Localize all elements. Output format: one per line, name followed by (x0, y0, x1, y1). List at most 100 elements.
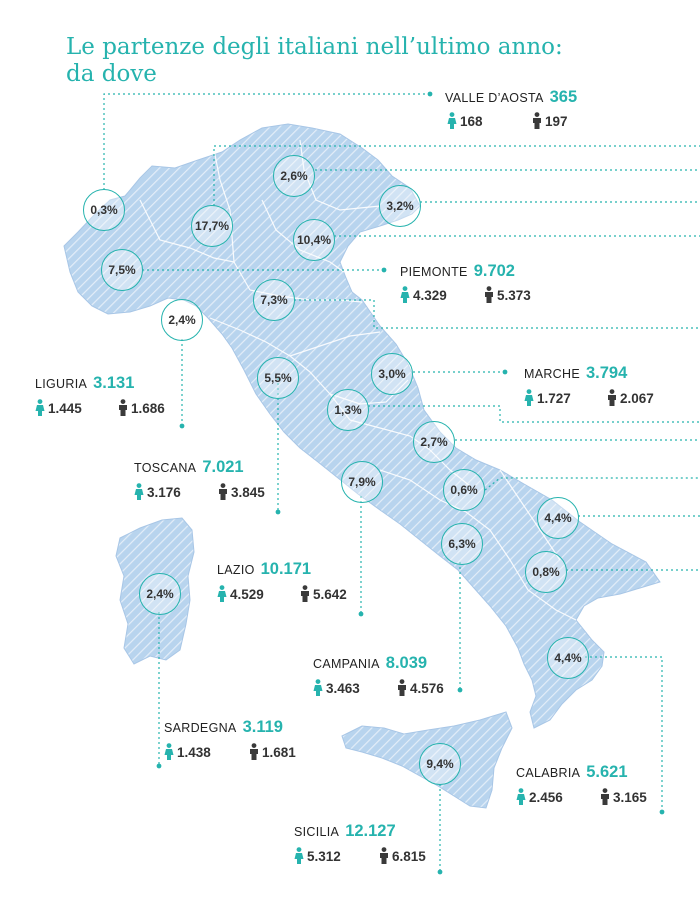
percentage-badge: 7,5% (101, 249, 143, 291)
region-name: CALABRIA (516, 766, 581, 780)
male-person-icon (219, 483, 227, 500)
percentage-badge: 1,3% (327, 389, 369, 431)
percentage-badge: 3,2% (379, 185, 421, 227)
percentage-badge: 9,4% (419, 743, 461, 785)
male-person-icon (608, 389, 616, 406)
male-count-value: 1.686 (131, 401, 165, 416)
percentage-badge: 5,5% (257, 357, 299, 399)
female-count-value: 4.529 (230, 587, 264, 602)
female-count: 5.312 (294, 847, 341, 864)
percentage-badge: 3,0% (371, 353, 413, 395)
male-person-icon (485, 286, 493, 303)
title-line-1: Le partenze degli italiani nell’ultimo a… (66, 34, 563, 60)
female-count: 1.438 (164, 743, 211, 760)
male-count: 5.373 (484, 286, 531, 303)
region-name: SICILIA (294, 825, 340, 839)
female-person-icon (400, 286, 410, 303)
male-count-value: 4.576 (410, 681, 444, 696)
male-count: 3.165 (600, 788, 647, 805)
male-count-value: 2.067 (620, 391, 654, 406)
percentage-badge: 0,8% (525, 551, 567, 593)
male-count: 4.576 (397, 679, 444, 696)
female-count: 4.529 (217, 585, 264, 602)
female-person-icon (447, 112, 457, 129)
mainland-shape (63, 123, 661, 729)
female-count-value: 4.329 (413, 288, 447, 303)
percentage-badge: 6,3% (441, 523, 483, 565)
male-count: 1.686 (118, 399, 165, 416)
region-label: TOSCANA 7.021 (134, 458, 244, 477)
male-person-icon (398, 679, 406, 696)
male-count-value: 197 (545, 114, 568, 129)
male-count-value: 5.642 (313, 587, 347, 602)
male-person-icon (119, 399, 127, 416)
female-count: 4.329 (400, 286, 447, 303)
female-person-icon (35, 399, 45, 416)
female-person-icon (524, 389, 534, 406)
region-name: SARDEGNA (164, 721, 237, 735)
region-name: LAZIO (217, 563, 255, 577)
page-title: Le partenze degli italiani nell’ultimo a… (66, 34, 563, 88)
percentage-badge: 7,9% (341, 461, 383, 503)
percentage-badge: 0,6% (443, 469, 485, 511)
region-label: PIEMONTE 9.702 (400, 262, 515, 281)
female-count-value: 168 (460, 114, 483, 129)
region-total: 8.039 (385, 654, 428, 672)
region-label: CAMPANIA 8.039 (313, 654, 427, 673)
region-name: LIGURIA (35, 377, 88, 391)
male-count: 3.845 (218, 483, 265, 500)
male-count-value: 1.681 (262, 745, 296, 760)
female-count-value: 1.438 (177, 745, 211, 760)
percentage-badge: 0,3% (83, 189, 125, 231)
region-name: CAMPANIA (313, 657, 380, 671)
male-count-value: 3.845 (231, 485, 265, 500)
region-name: TOSCANA (134, 461, 197, 475)
percentage-badge: 2,4% (161, 299, 203, 341)
female-count: 1.727 (524, 389, 571, 406)
female-count: 3.463 (313, 679, 360, 696)
region-total: 7.021 (202, 458, 244, 476)
male-count-value: 6.815 (392, 849, 426, 864)
male-count: 2.067 (607, 389, 654, 406)
female-count: 2.456 (516, 788, 563, 805)
percentage-badge: 4,4% (547, 637, 589, 679)
male-count-value: 3.165 (613, 790, 647, 805)
region-name: PIEMONTE (400, 265, 468, 279)
region-total: 12.127 (345, 822, 396, 840)
male-count: 5.642 (300, 585, 347, 602)
male-person-icon (601, 788, 609, 805)
male-count: 197 (532, 112, 568, 129)
region-label: LIGURIA 3.131 (35, 374, 134, 393)
region-total: 5.621 (586, 763, 628, 781)
region-total: 365 (549, 88, 578, 106)
female-count-value: 1.727 (537, 391, 571, 406)
percentage-badge: 2,6% (273, 155, 315, 197)
female-person-icon (313, 679, 323, 696)
region-total: 3.131 (93, 374, 135, 392)
region-total: 9.702 (473, 262, 515, 280)
percentage-badge: 2,4% (139, 573, 181, 615)
region-label: LAZIO 10.171 (217, 560, 311, 579)
region-total: 3.119 (242, 718, 283, 736)
percentage-badge: 4,4% (537, 497, 579, 539)
female-person-icon (516, 788, 526, 805)
percentage-badge: 10,4% (293, 219, 335, 261)
male-count: 6.815 (379, 847, 426, 864)
female-person-icon (217, 585, 227, 602)
female-count: 1.445 (35, 399, 82, 416)
female-count-value: 1.445 (48, 401, 82, 416)
region-label: SARDEGNA 3.119 (164, 718, 283, 737)
region-label: CALABRIA 5.621 (516, 763, 628, 782)
female-count: 168 (447, 112, 483, 129)
female-count-value: 3.176 (147, 485, 181, 500)
region-label: MARCHE 3.794 (524, 364, 627, 383)
female-count-value: 2.456 (529, 790, 563, 805)
female-count-value: 5.312 (307, 849, 341, 864)
female-person-icon (134, 483, 144, 500)
region-total: 3.794 (585, 364, 628, 382)
region-label: VALLE D’AOSTA 365 (445, 88, 577, 107)
region-name: MARCHE (524, 367, 580, 381)
female-count-value: 3.463 (326, 681, 360, 696)
female-person-icon (164, 743, 174, 760)
